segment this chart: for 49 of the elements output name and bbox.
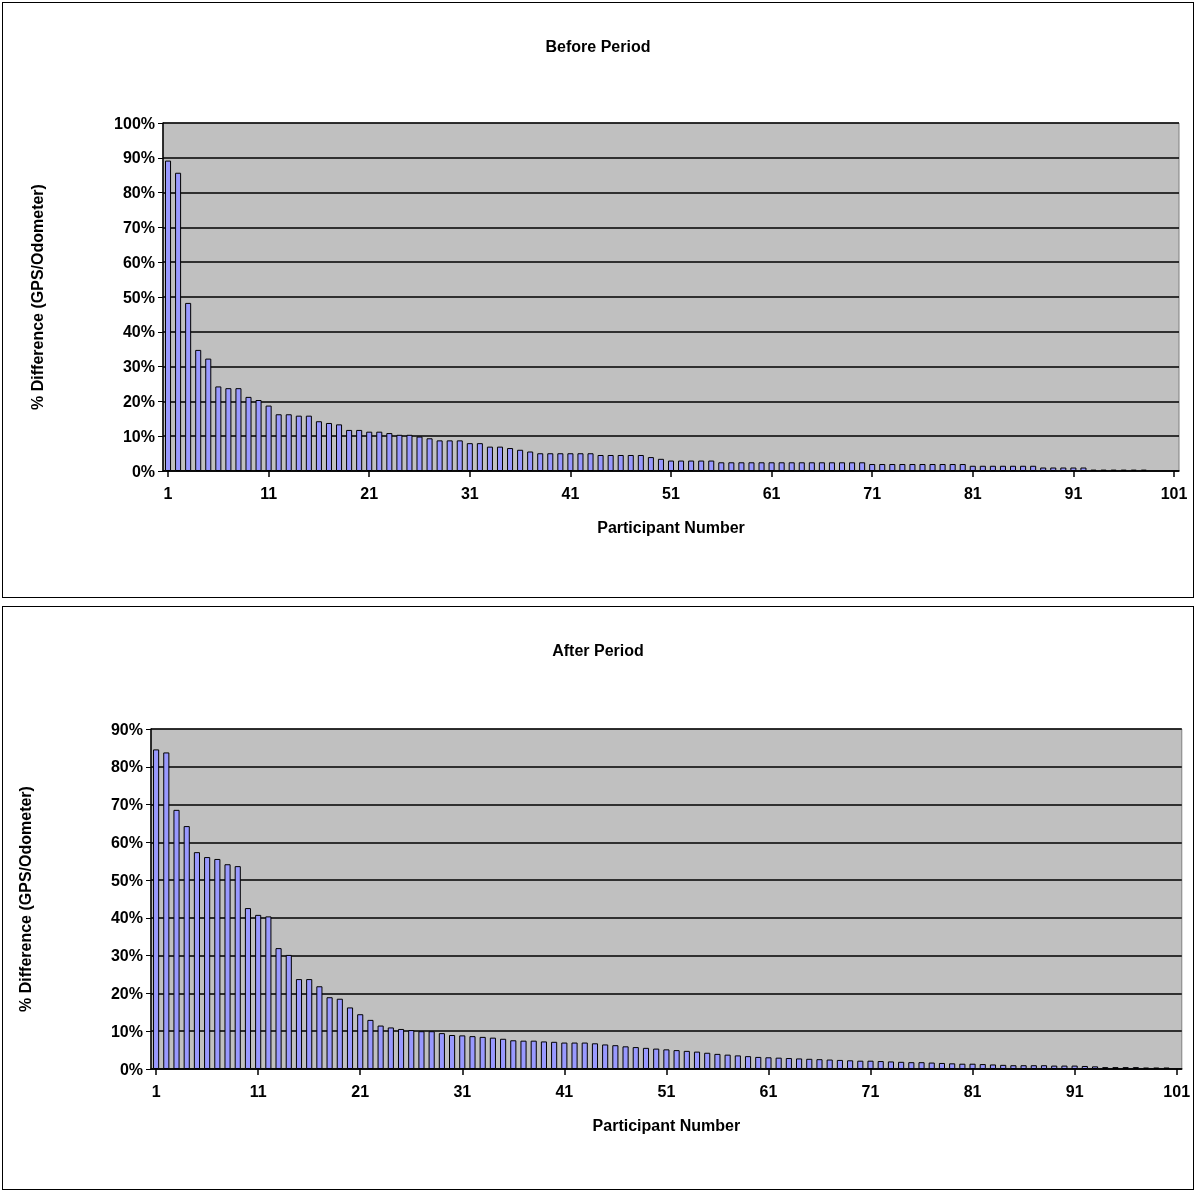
y-tick-label: 90% [110,720,143,738]
x-axis-title: Participant Number [592,1116,741,1134]
x-tick-label: 71 [863,484,882,502]
y-tick-label: 60% [122,253,155,271]
chart-title: After Period [552,641,644,659]
y-tick-label: 80% [122,184,155,202]
y-tick-label: 70% [110,796,143,814]
y-tick-label: 20% [122,392,155,410]
x-tick-label: 91 [1065,1082,1084,1100]
x-tick-label: 41 [561,484,580,502]
y-tick-label: 10% [122,427,155,445]
y-tick-label: 60% [110,833,143,851]
y-axis-title: % Difference (GPS/Odometer) [16,786,34,1012]
x-tick-label: 51 [657,1082,676,1100]
y-tick-label: 50% [122,288,155,306]
x-tick-label: 21 [351,1082,370,1100]
y-tick-label: 100% [114,114,155,132]
y-tick-label: 30% [122,358,155,376]
x-tick-label: 1 [151,1082,161,1100]
y-tick-label: 70% [122,218,155,236]
y-tick-label: 20% [110,984,143,1002]
y-axis-title: % Difference (GPS/Odometer) [28,184,46,410]
x-tick-label: 91 [1064,484,1083,502]
x-tick-label: 31 [460,484,479,502]
x-tick-label: 61 [762,484,781,502]
x-tick-label: 71 [861,1082,880,1100]
x-tick-label: 51 [662,484,680,502]
y-tick-label: 80% [110,758,143,776]
y-tick-label: 50% [110,871,143,889]
y-tick-label: 40% [110,909,143,927]
y-tick-label: 0% [119,1060,143,1078]
x-tick-label: 11 [249,1082,267,1100]
x-tick-label: 81 [963,1082,982,1100]
x-tick-label: 31 [453,1082,472,1100]
chart-title: Before Period [545,37,651,55]
x-tick-label: 61 [759,1082,778,1100]
x-axis-title: Participant Number [597,518,745,536]
x-tick-label: 101 [1163,1082,1191,1100]
x-tick-label: 81 [963,484,982,502]
x-tick-label: 41 [555,1082,574,1100]
y-tick-label: 10% [110,1022,143,1040]
y-tick-label: 90% [122,149,155,167]
x-tick-label: 21 [360,484,379,502]
y-tick-label: 40% [122,323,155,341]
x-tick-label: 101 [1160,484,1188,502]
y-tick-label: 0% [131,462,155,480]
x-tick-label: 11 [260,484,278,502]
x-tick-label: 1 [163,484,173,502]
y-tick-label: 30% [110,947,143,965]
